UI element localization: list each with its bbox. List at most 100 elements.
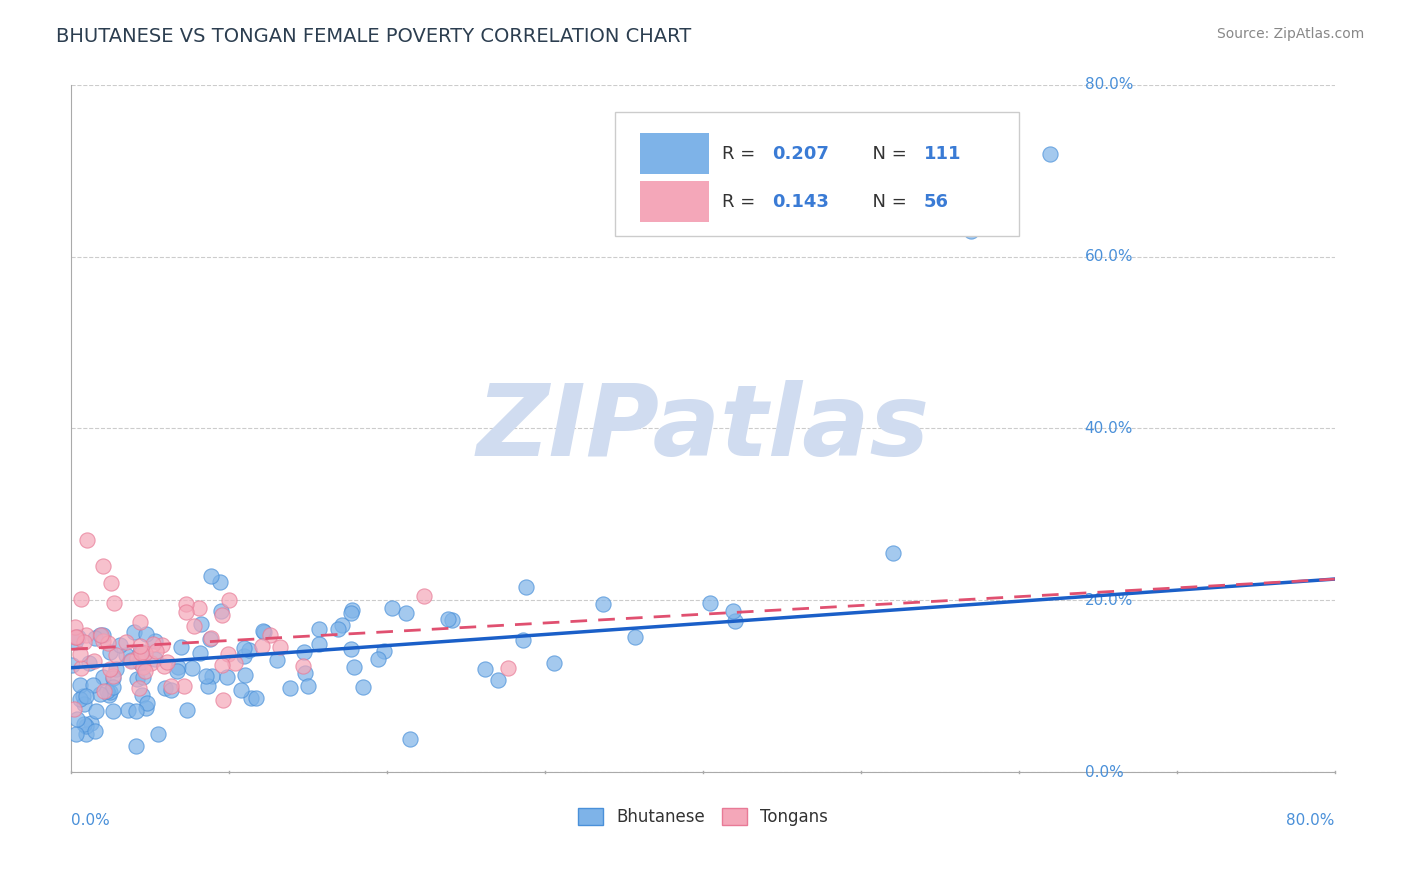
Bhutanese — [395, 606, 418, 620]
Bhutanese — [200, 569, 222, 583]
Text: 56: 56 — [924, 193, 949, 211]
Text: 40.0%: 40.0% — [1084, 421, 1133, 436]
Bhutanese — [252, 625, 274, 640]
Bhutanese — [120, 653, 142, 667]
Bhutanese — [77, 656, 100, 670]
Bhutanese — [125, 704, 148, 718]
Bhutanese — [93, 669, 115, 683]
Bhutanese — [98, 645, 121, 659]
Tongans — [91, 558, 114, 573]
Bhutanese — [343, 660, 366, 674]
Bhutanese — [75, 719, 97, 733]
Tongans — [69, 592, 91, 607]
Bhutanese — [292, 645, 315, 659]
Bhutanese — [103, 671, 125, 685]
Tongans — [63, 620, 86, 634]
Bhutanese — [512, 632, 534, 647]
Tongans — [129, 639, 152, 653]
Tongans — [127, 651, 149, 665]
Bhutanese — [231, 682, 253, 697]
Bhutanese — [136, 697, 159, 711]
Bhutanese — [145, 633, 167, 648]
Tongans — [145, 643, 167, 657]
Tongans — [224, 657, 246, 671]
Text: N =: N = — [860, 145, 912, 162]
Bhutanese — [721, 604, 744, 618]
Bhutanese — [699, 596, 721, 610]
Text: 0.0%: 0.0% — [1084, 764, 1123, 780]
Tongans — [183, 619, 205, 633]
Tongans — [269, 640, 291, 655]
Bhutanese — [98, 689, 121, 703]
Bhutanese — [176, 703, 198, 717]
Text: 60.0%: 60.0% — [1084, 249, 1133, 264]
Bhutanese — [340, 641, 363, 656]
Bhutanese — [146, 727, 169, 741]
Bhutanese — [188, 646, 211, 660]
Bhutanese — [117, 703, 139, 717]
Tongans — [159, 679, 181, 693]
Tongans — [100, 576, 122, 591]
Tongans — [252, 639, 274, 653]
Bhutanese — [441, 613, 464, 627]
Bhutanese — [82, 678, 104, 692]
Bhutanese — [122, 625, 145, 640]
Bhutanese — [592, 597, 614, 611]
Bhutanese — [398, 732, 420, 747]
Bhutanese — [1402, 456, 1406, 470]
Tongans — [75, 628, 97, 642]
Bhutanese — [60, 657, 83, 672]
FancyBboxPatch shape — [614, 112, 1019, 236]
Tongans — [212, 693, 235, 707]
Tongans — [150, 638, 173, 652]
Bhutanese — [308, 622, 330, 636]
Tongans — [98, 662, 121, 676]
Bhutanese — [73, 698, 96, 712]
Bhutanese — [515, 580, 537, 594]
Bhutanese — [153, 681, 176, 695]
Bhutanese — [1039, 146, 1062, 161]
Tongans — [129, 646, 152, 660]
Bhutanese — [75, 727, 97, 741]
Bhutanese — [197, 679, 219, 693]
Bhutanese — [252, 624, 274, 638]
Tongans — [211, 607, 233, 622]
Tongans — [65, 630, 87, 644]
Tongans — [174, 597, 197, 611]
Bhutanese — [380, 601, 402, 615]
Tongans — [83, 654, 105, 668]
Tongans — [103, 596, 125, 610]
Tongans — [156, 655, 179, 669]
Bhutanese — [278, 681, 301, 696]
Bhutanese — [474, 662, 496, 676]
Bhutanese — [80, 716, 103, 731]
Tongans — [259, 628, 281, 642]
Text: 20.0%: 20.0% — [1084, 593, 1133, 607]
Bhutanese — [167, 659, 190, 673]
Tongans — [97, 635, 120, 649]
Bhutanese — [129, 656, 152, 670]
Tongans — [90, 628, 112, 642]
Bhutanese — [93, 628, 115, 642]
Bhutanese — [131, 688, 153, 702]
Bhutanese — [89, 687, 111, 701]
Tongans — [134, 664, 156, 678]
Bhutanese — [294, 665, 316, 680]
Tongans — [104, 648, 127, 663]
Bhutanese — [208, 575, 231, 590]
Tongans — [70, 661, 93, 675]
Text: 0.207: 0.207 — [772, 145, 830, 162]
Bhutanese — [72, 689, 94, 703]
Bhutanese — [217, 670, 239, 684]
Tongans — [63, 702, 86, 716]
Bhutanese — [209, 604, 232, 618]
Tongans — [173, 679, 195, 693]
Tongans — [73, 634, 96, 648]
Bhutanese — [238, 642, 260, 657]
Tongans — [91, 634, 114, 648]
Tongans — [188, 600, 211, 615]
Text: BHUTANESE VS TONGAN FEMALE POVERTY CORRELATION CHART: BHUTANESE VS TONGAN FEMALE POVERTY CORRE… — [56, 27, 692, 45]
Bhutanese — [89, 628, 111, 642]
Bhutanese — [166, 664, 188, 678]
Bhutanese — [352, 681, 374, 695]
